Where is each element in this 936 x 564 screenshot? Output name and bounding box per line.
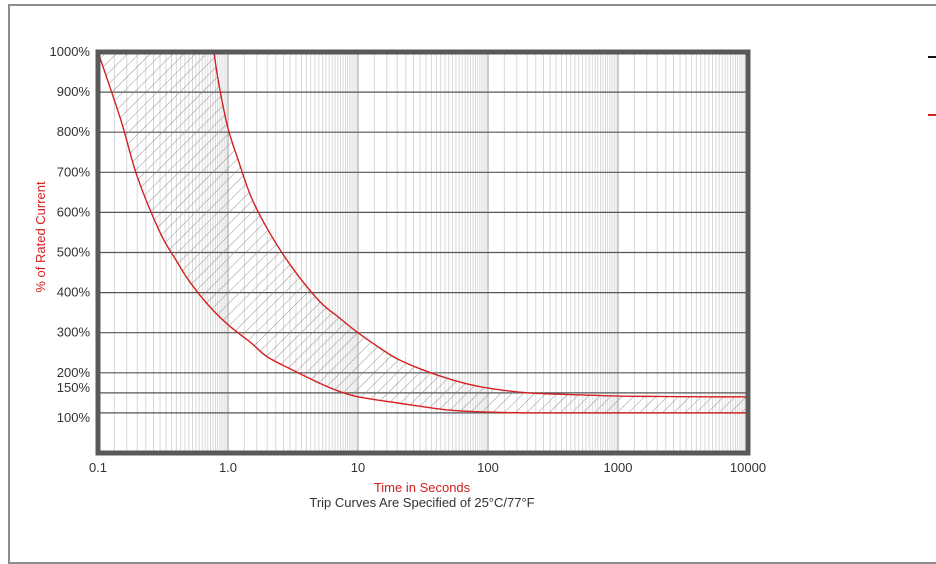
y-tick-label: 700% xyxy=(57,164,91,179)
x-tick-labels: 0.1 1.0 10 100 1000 10000 xyxy=(89,460,766,475)
y-tick-label: 1000% xyxy=(50,44,91,59)
y-tick-label: 100% xyxy=(57,410,91,425)
y-tick-label: 500% xyxy=(57,245,91,260)
x-tick-label: 1.0 xyxy=(219,460,237,475)
y-tick-label: 150% xyxy=(57,380,91,395)
y-tick-label: 600% xyxy=(57,204,91,219)
plot-border xyxy=(95,49,751,456)
trip-curve-chart: 100% 150%200% 300% 400% 500% 600% 700% 800% 900%… xyxy=(33,44,936,510)
x-tick-label: 1000 xyxy=(604,460,633,475)
chart-note: Trip Curves Are Specified of 25°C/77°F xyxy=(309,495,534,510)
y-tick-label: 400% xyxy=(57,285,91,300)
y-tick-labels: 100% 150%200% 300% 400% 500% 600% 700% 800% 900%… xyxy=(50,44,91,425)
curves xyxy=(97,51,749,414)
y-tick-label: 200% xyxy=(57,365,91,380)
x-tick-label: 0.1 xyxy=(89,460,107,475)
x-tick-label: 10 xyxy=(351,460,365,475)
y-tick-label: 300% xyxy=(57,325,91,340)
x-tick-label: 100 xyxy=(477,460,499,475)
max-trip-curve xyxy=(213,51,749,398)
legend xyxy=(928,56,936,116)
y-tick-label: 800% xyxy=(57,124,91,139)
y-axis-label: % of Rated Current xyxy=(33,181,48,293)
y-tick-label: 900% xyxy=(57,84,91,99)
min-trip-curve xyxy=(97,51,749,414)
x-axis-label: Time in Seconds xyxy=(374,480,471,495)
trip-band-hatch xyxy=(98,52,748,413)
x-tick-label: 10000 xyxy=(730,460,766,475)
